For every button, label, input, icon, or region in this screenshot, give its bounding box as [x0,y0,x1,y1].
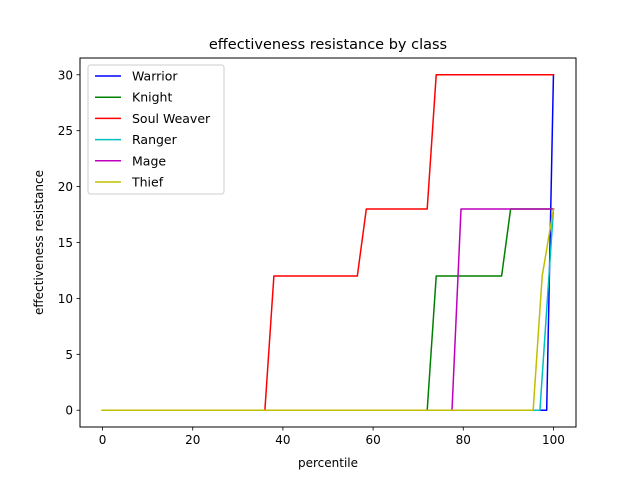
legend-entry-label: Thief [131,175,164,190]
y-tick-label: 0 [65,404,73,418]
y-axis-ticks: 0 5 10 15 20 25 30 [58,68,80,418]
y-tick-label: 30 [58,68,73,82]
y-tick-label: 5 [65,348,73,362]
series-line-knight [101,208,555,411]
x-axis-ticks: 0 20 40 60 80 100 [99,427,565,447]
series-line-thief [101,208,555,411]
legend-entry-label: Mage [132,153,166,168]
legend-entry-label: Soul Weaver [132,111,211,126]
x-tick-label: 0 [99,433,107,447]
x-tick-label: 80 [456,433,471,447]
legend: Warrior Knight Soul Weaver Ranger Mage Thief [87,64,225,195]
y-tick-label: 20 [58,180,73,194]
series-line-ranger [101,208,555,411]
series-line-mage [101,208,555,411]
legend-box [87,64,225,195]
legend-entry-label: Knight [132,90,172,105]
y-axis-label: effectiveness resistance [32,170,46,315]
x-tick-label: 100 [542,433,565,447]
series-line-soul-weaver [101,74,555,411]
x-tick-label: 60 [365,433,380,447]
y-tick-label: 25 [58,124,73,138]
y-tick-label: 15 [58,236,73,250]
legend-entry-label: Warrior [132,69,178,84]
chart-title: effectiveness resistance by class [209,37,447,53]
x-axis-label: percentile [298,456,358,470]
x-tick-label: 40 [275,433,290,447]
plot-lines [101,74,555,411]
legend-entry-label: Ranger [132,132,178,147]
y-tick-label: 10 [58,292,73,306]
x-tick-label: 20 [185,433,200,447]
